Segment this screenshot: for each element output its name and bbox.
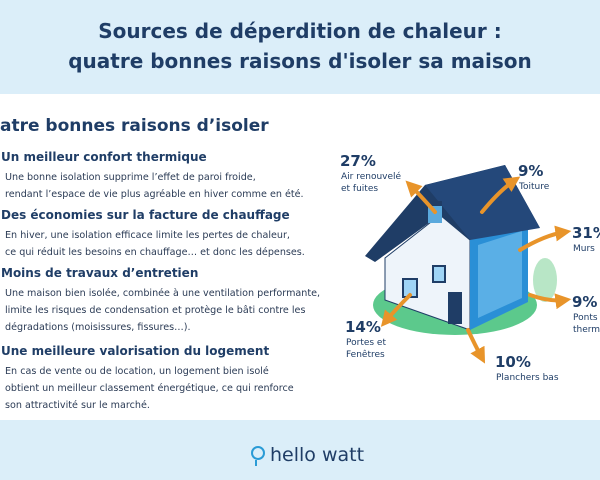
item-line: obtient un meilleur classement énergétiq… xyxy=(5,382,294,394)
item-heading: Moins de travaux d’entretien xyxy=(1,266,198,280)
percent-label: 9% xyxy=(518,162,543,180)
item-line: limite les risques de condensation et pr… xyxy=(5,304,305,316)
item-line: En hiver, une isolation efficace limite … xyxy=(5,230,290,241)
source-label: Ponts xyxy=(573,313,598,323)
item-heading: Une meilleure valorisation du logement xyxy=(1,344,269,358)
item-heading: Des économies sur la facture de chauffag… xyxy=(1,208,290,222)
percent-label: 10% xyxy=(495,353,531,371)
item-line: ce qui réduit les besoins en chauffage… … xyxy=(5,246,305,258)
source-label: Murs xyxy=(573,244,595,254)
texts: Sources de déperdition de chaleur : quatr… xyxy=(0,19,600,466)
source-label: Planchers bas xyxy=(496,373,559,383)
title-line: Sources de déperdition de chaleur : xyxy=(98,19,501,43)
percent-label: 14% xyxy=(345,318,381,336)
title-line: quatre bonnes raisons d'isoler sa maison xyxy=(68,49,532,73)
item-line: dégradations (moisissures, fissures…). xyxy=(5,321,191,333)
section-title: atre bonnes raisons d’isoler xyxy=(0,116,269,136)
source-label: Fenêtres xyxy=(346,349,385,360)
footer-band xyxy=(0,420,600,480)
item-heading: Un meilleur confort thermique xyxy=(1,150,207,164)
percent-label: 9% xyxy=(572,293,597,311)
source-label: Toiture xyxy=(518,182,550,192)
brand: hello watt xyxy=(270,444,364,466)
source-label: Air renouvelé xyxy=(341,171,402,182)
item-line: rendant l’espace de vie plus agréable en… xyxy=(5,188,304,200)
item-line: Une bonne isolation supprime l’effet de … xyxy=(5,172,256,183)
item-line: En cas de vente ou de location, un logem… xyxy=(5,365,269,377)
source-label: et fuites xyxy=(341,184,378,194)
header-band xyxy=(0,0,600,94)
item-line: son attractivité sur le marché. xyxy=(5,399,150,411)
arrows xyxy=(380,176,572,364)
logo-icon xyxy=(251,446,265,466)
percent-label: 27% xyxy=(340,152,376,170)
percent-label: 31% xyxy=(572,224,600,242)
source-label: Portes et xyxy=(346,338,386,348)
source-label: thermi xyxy=(573,325,600,335)
item-line: Une maison bien isolée, combinée à une v… xyxy=(5,287,320,299)
